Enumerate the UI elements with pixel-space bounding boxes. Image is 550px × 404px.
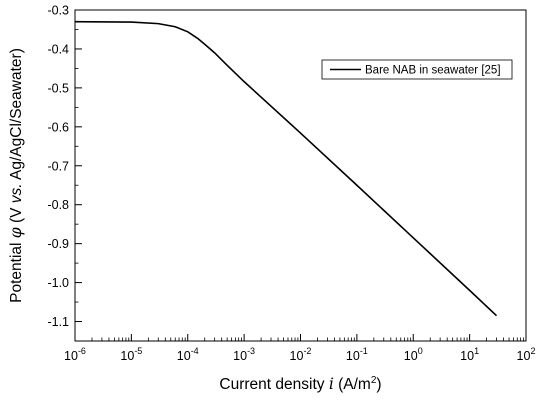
x-tick-label: 10-6 xyxy=(64,346,86,363)
y-tick-label: -0.7 xyxy=(47,159,69,173)
x-tick-label: 10-2 xyxy=(290,346,312,363)
y-tick-labels: -0.3 -0.4 -0.5 -0.6 -0.7 -0.8 -0.9 -1.0 -1.1 xyxy=(47,4,69,330)
x-tick-label: 10-4 xyxy=(177,346,199,363)
y-tick-label: -0.4 xyxy=(47,42,69,56)
y-tick-label: -1.1 xyxy=(47,315,69,329)
y-tick-label: -1.0 xyxy=(47,276,69,290)
y-axis-label: Potential φ (V vs. Ag/AgCl/Seawater) xyxy=(7,48,25,303)
legend-label: Bare NAB in seawater [25] xyxy=(365,65,501,77)
x-major-ticks xyxy=(74,334,527,341)
y-tick-label: -0.3 xyxy=(47,4,69,18)
y-tick-label: -0.8 xyxy=(47,198,69,212)
x-tick-label: 101 xyxy=(460,346,479,363)
x-tick-labels: 10-6 10-5 10-4 10-3 10-2 10-1 100 101 102 xyxy=(64,346,535,363)
x-tick-label: 10-3 xyxy=(233,346,255,363)
x-tick-label: 10-1 xyxy=(346,346,368,363)
series-line xyxy=(74,20,498,317)
y-tick-label: -0.5 xyxy=(47,81,69,95)
plot-area-frame xyxy=(74,9,527,342)
x-tick-label: 102 xyxy=(517,346,536,363)
x-axis-label: Current density i (A/m2) xyxy=(219,375,381,393)
x-minor-ticks xyxy=(91,337,524,341)
legend: Bare NAB in seawater [25] xyxy=(321,59,513,80)
x-tick-label: 10-5 xyxy=(120,346,142,363)
y-ticks xyxy=(75,9,82,323)
x-tick-label: 100 xyxy=(404,346,423,363)
y-tick-label: -0.6 xyxy=(47,120,69,134)
legend-box xyxy=(321,59,513,80)
y-tick-label: -0.9 xyxy=(47,237,69,251)
